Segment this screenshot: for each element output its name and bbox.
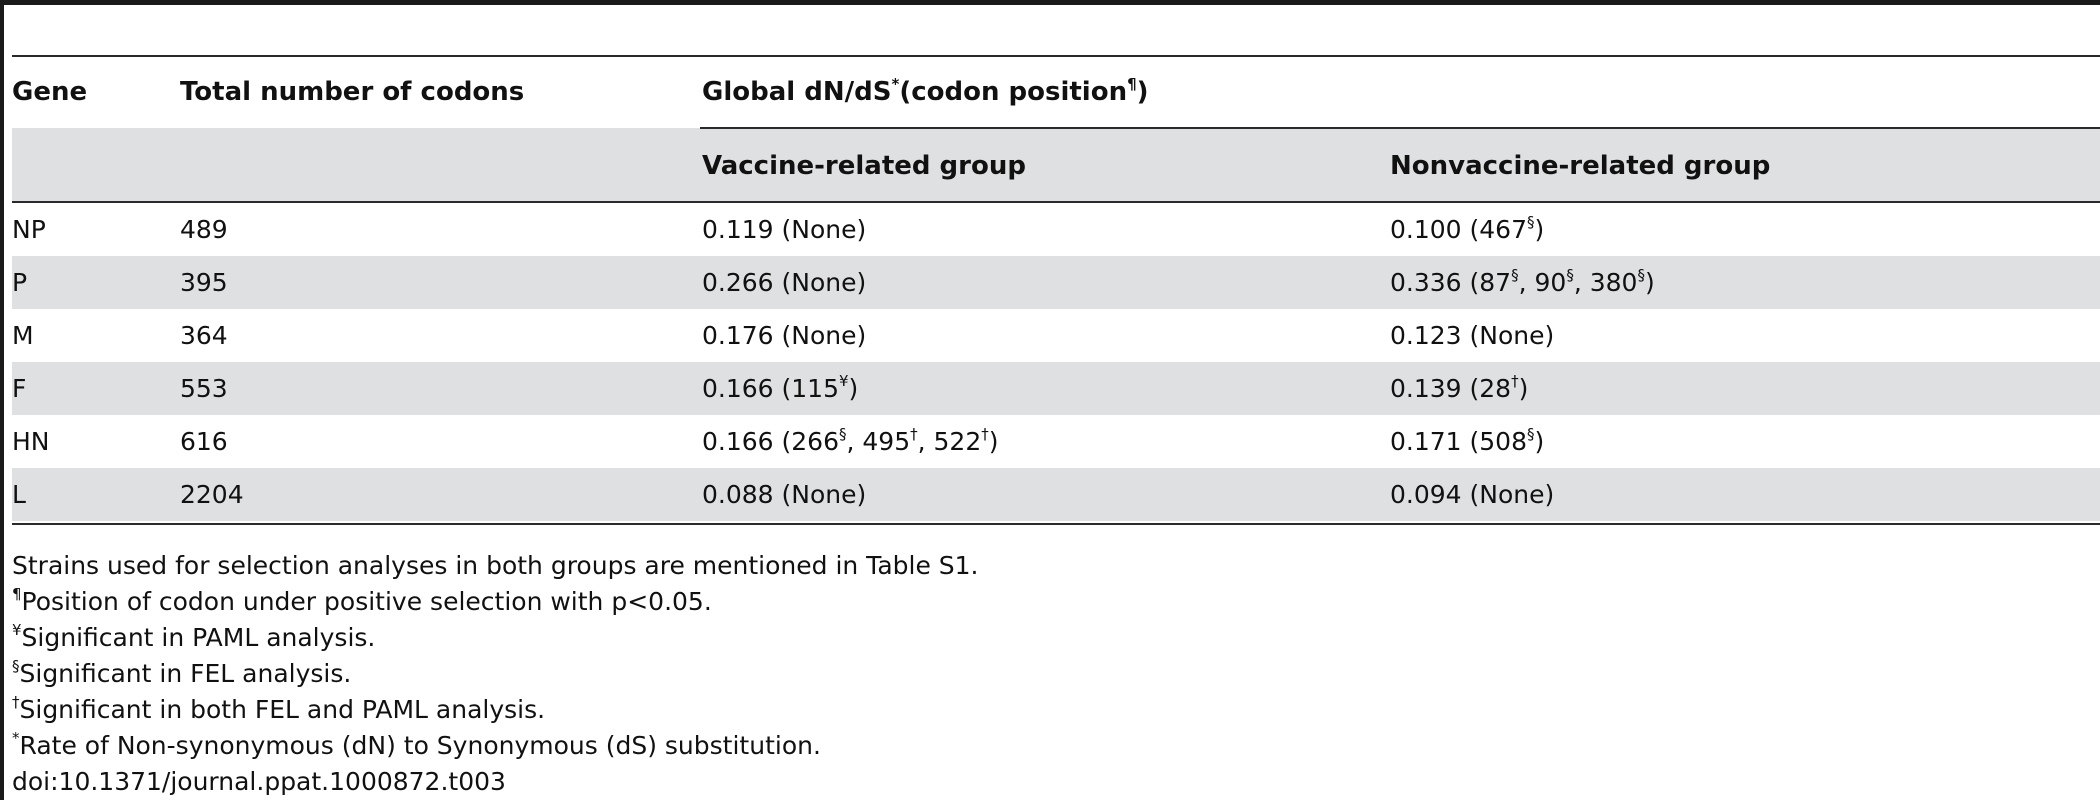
header-subrow-band [12,128,2100,203]
table-top-rule [12,55,2100,57]
footnote: *Rate of Non-synonymous (dN) to Synonymo… [12,729,821,761]
footnote: ¶Position of codon under positive select… [12,585,712,617]
cell-total-codons: 616 [180,427,228,456]
cell-nonvaccine-dnds: 0.139 (28†) [1390,372,1529,403]
footnote: §Significant in FEL analysis. [12,657,352,689]
footnote: ¥Significant in PAML analysis. [12,621,376,653]
table-footnotes: Strains used for selection analyses in b… [12,548,979,800]
header-bottom-rule [12,201,2100,203]
cell-vaccine-dnds: 0.166 (115¥) [702,372,859,403]
row-band [12,362,2100,415]
cell-nonvaccine-dnds: 0.100 (467§) [1390,213,1545,244]
cell-vaccine-dnds: 0.176 (None) [702,321,867,350]
cell-nonvaccine-dnds: 0.094 (None) [1390,480,1555,509]
cell-total-codons: 553 [180,374,228,403]
footnote: †Significant in both FEL and PAML analys… [12,693,546,725]
cell-nonvaccine-dnds: 0.171 (508§) [1390,425,1545,456]
cell-nonvaccine-dnds: 0.336 (87§, 90§, 380§) [1390,266,1655,297]
left-border [0,0,4,800]
header-gene: Gene [12,77,88,107]
cell-nonvaccine-dnds: 0.123 (None) [1390,321,1555,350]
header-global-dnds: Global dN/dS*(codon position¶) [702,75,1149,107]
table-bottom-rule [12,523,2100,525]
footnote: doi:10.1371/journal.ppat.1000872.t003 [12,767,506,796]
header-total-codons: Total number of codons [180,77,525,107]
cell-vaccine-dnds: 0.088 (None) [702,480,867,509]
row-band [12,468,2100,521]
cell-vaccine-dnds: 0.119 (None) [702,215,867,244]
cell-gene: F [12,374,27,403]
header-nonvaccine-group: Nonvaccine-related group [1390,151,1771,181]
footnote: Strains used for selection analyses in b… [12,551,979,580]
cell-total-codons: 395 [180,268,228,297]
cell-vaccine-dnds: 0.266 (None) [702,268,867,297]
cell-vaccine-dnds: 0.166 (266§, 495†, 522†) [702,425,999,456]
cell-total-codons: 489 [180,215,228,244]
cell-gene: P [12,268,28,297]
header-vaccine-group: Vaccine-related group [702,151,1026,181]
cell-gene: HN [12,427,50,456]
cell-gene: L [12,480,26,509]
group-header-rule [700,127,2100,129]
row-band [12,256,2100,309]
cell-total-codons: 2204 [180,480,244,509]
cell-gene: NP [12,215,46,244]
cell-gene: M [12,321,34,350]
top-border [0,0,2100,5]
cell-total-codons: 364 [180,321,228,350]
